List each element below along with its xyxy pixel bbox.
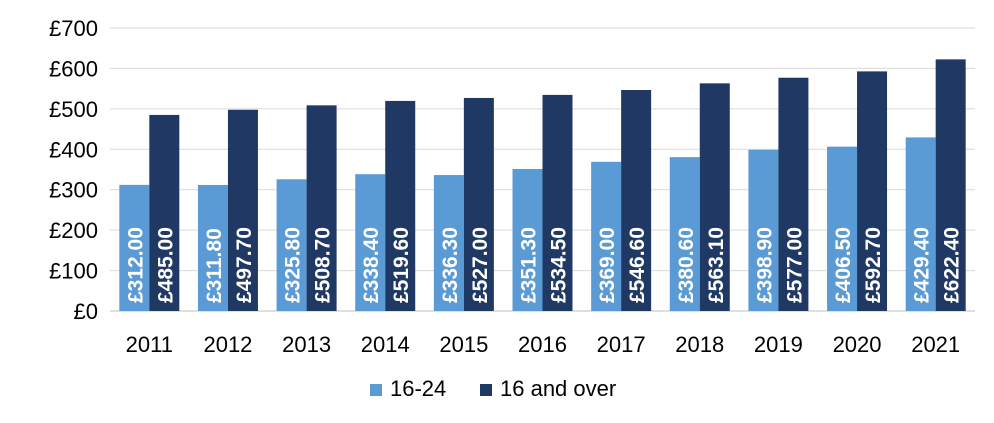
data-label: £592.70: [862, 227, 885, 303]
x-tick-label: 2020: [833, 332, 882, 357]
bars: £312.00 £485.00 £311.80 £497.70 £325.80 £508.…: [119, 59, 966, 312]
bar-16-24-2017: [591, 161, 622, 311]
data-label: £546.60: [626, 227, 649, 303]
x-tick-label: 2015: [439, 332, 488, 357]
bar-16-and-over-2012: [227, 109, 258, 311]
x-tick-label: 2012: [203, 332, 252, 357]
x-tick-label: 2016: [518, 332, 567, 357]
data-label: £508.70: [312, 227, 335, 303]
legend-swatch: [480, 384, 492, 396]
data-label: £380.60: [675, 227, 698, 303]
bar-16-24-2018: [669, 157, 700, 311]
x-tick-label: 2011: [126, 332, 173, 357]
x-tick-label: 2021: [911, 332, 960, 357]
bar-16-and-over-2015: [463, 97, 494, 311]
data-label: £311.80: [203, 228, 226, 303]
bar-16-24-2021: [905, 137, 936, 311]
bar-16-24-2019: [748, 149, 779, 311]
data-label: £406.50: [832, 227, 855, 303]
bar-16-24-2016: [512, 168, 543, 311]
x-tick-label: 2019: [754, 332, 803, 357]
data-label: £497.70: [233, 227, 256, 303]
y-tick-label: £500: [49, 97, 98, 122]
y-axis: £0 £100 £200 £300 £400 £500 £600 £700: [49, 16, 98, 324]
data-label: £577.00: [783, 227, 806, 303]
x-axis: 2011 2012 2013 2014 2015 2016 2017 2018 2019 2020…: [126, 332, 960, 357]
data-label: £485.00: [154, 227, 177, 303]
x-tick-label: 2013: [282, 332, 331, 357]
data-label: £519.60: [390, 227, 413, 303]
bar-16-and-over-2017: [621, 90, 652, 311]
y-tick-label: £200: [49, 218, 98, 243]
data-label: £534.50: [548, 227, 571, 303]
data-label: £336.30: [439, 227, 462, 303]
y-tick-label: £100: [49, 259, 98, 284]
bar-16-and-over-2020: [857, 71, 888, 312]
bar-16-and-over-2018: [699, 83, 730, 312]
bar-16-and-over-2011: [149, 114, 180, 312]
bar-16-and-over-2021: [935, 59, 966, 311]
data-label: £325.80: [282, 227, 305, 303]
y-tick-label: £700: [49, 16, 98, 41]
y-tick-label: £0: [74, 299, 98, 324]
bar-16-24-2014: [355, 174, 386, 311]
bar-16-and-over-2014: [385, 100, 416, 312]
legend-label: 16-24: [390, 376, 446, 401]
bar-16-24-2020: [827, 146, 858, 311]
data-label: £527.00: [469, 227, 492, 303]
bar-16-24-2012: [197, 184, 228, 311]
bar-16-24-2013: [276, 179, 307, 311]
y-tick-label: £600: [49, 56, 98, 81]
x-tick-label: 2017: [597, 332, 646, 357]
x-tick-label: 2014: [361, 332, 410, 357]
bar-16-24-2011: [119, 184, 150, 311]
legend: 16-24 16 and over: [370, 376, 616, 401]
legend-swatch: [370, 384, 382, 396]
y-tick-label: £400: [49, 137, 98, 162]
data-label: £429.40: [911, 227, 934, 303]
bar-16-24-2015: [433, 175, 464, 311]
x-tick-label: 2018: [675, 332, 724, 357]
data-label: £351.30: [518, 227, 541, 303]
data-label: £398.90: [753, 227, 776, 303]
legend-label: 16 and over: [500, 376, 616, 401]
y-tick-label: £300: [49, 178, 98, 203]
data-label: £563.10: [705, 227, 728, 303]
data-label: £312.00: [124, 227, 147, 303]
data-label: £622.40: [941, 227, 964, 303]
data-label: £338.40: [360, 227, 383, 303]
bar-16-and-over-2016: [542, 94, 573, 311]
bar-16-and-over-2019: [778, 77, 809, 311]
bar-16-and-over-2013: [306, 105, 337, 311]
data-label: £369.00: [596, 227, 619, 303]
